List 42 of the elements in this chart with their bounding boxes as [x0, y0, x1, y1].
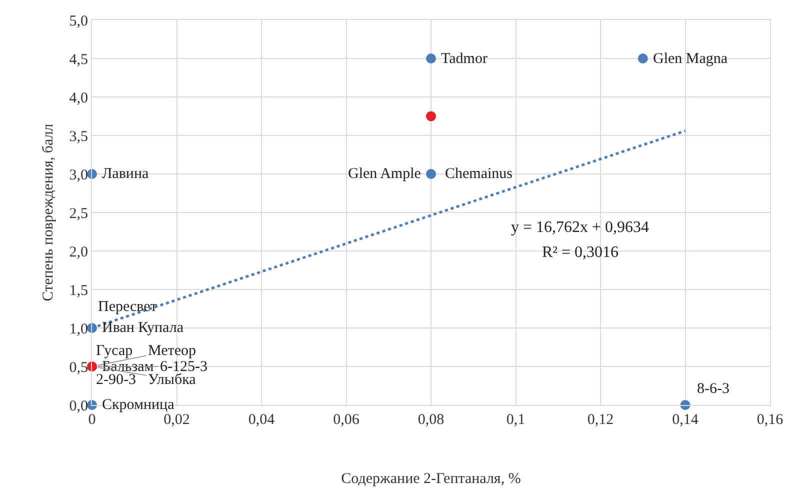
point	[426, 111, 436, 122]
annotation: Пересвет	[98, 299, 158, 315]
annotation: Гусар	[96, 343, 133, 359]
y-tick-label: 1,5	[69, 282, 88, 299]
annotation: Glen Magna	[653, 51, 728, 67]
y-tick-label: 5,0	[69, 13, 88, 30]
x-tick-label: 0	[88, 412, 96, 428]
x-tick-label: 0,14	[672, 412, 699, 428]
annotation: y = 16,762x + 0,9634	[511, 219, 650, 236]
annotation: Лавина	[102, 166, 149, 182]
annotation: Метеор	[148, 343, 196, 359]
y-tick-label: 3,5	[69, 128, 88, 145]
x-tick-label: 0,04	[248, 412, 276, 428]
y-tick-label: 4,0	[69, 90, 88, 106]
y-tick-label: 0,5	[69, 360, 88, 376]
y-axis-title: Степень повреждения, балл	[40, 123, 56, 302]
y-tick-label: 4,5	[69, 52, 88, 68]
annotation: Скромница	[102, 397, 175, 413]
x-tick-label: 0,06	[333, 412, 360, 428]
x-tick-label: 0,16	[756, 412, 784, 428]
point	[426, 54, 436, 64]
point	[638, 54, 648, 64]
annotation: Иван Купала	[102, 320, 184, 336]
y-tick-label: 3,0	[69, 167, 88, 184]
annotation: 8-6-3	[697, 381, 730, 397]
annotation: 2-90-3	[96, 372, 136, 388]
annotation: Бальзам	[102, 359, 154, 375]
x-tick-label: 0,08	[418, 412, 444, 428]
annotation: Chemainus	[445, 166, 513, 182]
x-tick-label: 0,12	[587, 412, 614, 428]
annotation: Glen Ample	[348, 166, 422, 182]
x-tick-label: 0,1	[506, 412, 526, 428]
x-axis-title: Содержание 2-Гептаналя, %	[341, 471, 521, 487]
x-tick-label: 0,02	[164, 412, 190, 428]
point	[426, 169, 436, 179]
annotation: Tadmor	[441, 51, 488, 67]
annotation: R² = 0,3016	[542, 244, 618, 261]
y-tick-label: 2,0	[69, 244, 88, 260]
y-tick-label: 1,0	[69, 321, 88, 338]
y-tick-label: 0,0	[69, 398, 88, 414]
y-tick-label: 2,5	[69, 206, 88, 222]
annotation: Улыбка	[148, 372, 196, 388]
